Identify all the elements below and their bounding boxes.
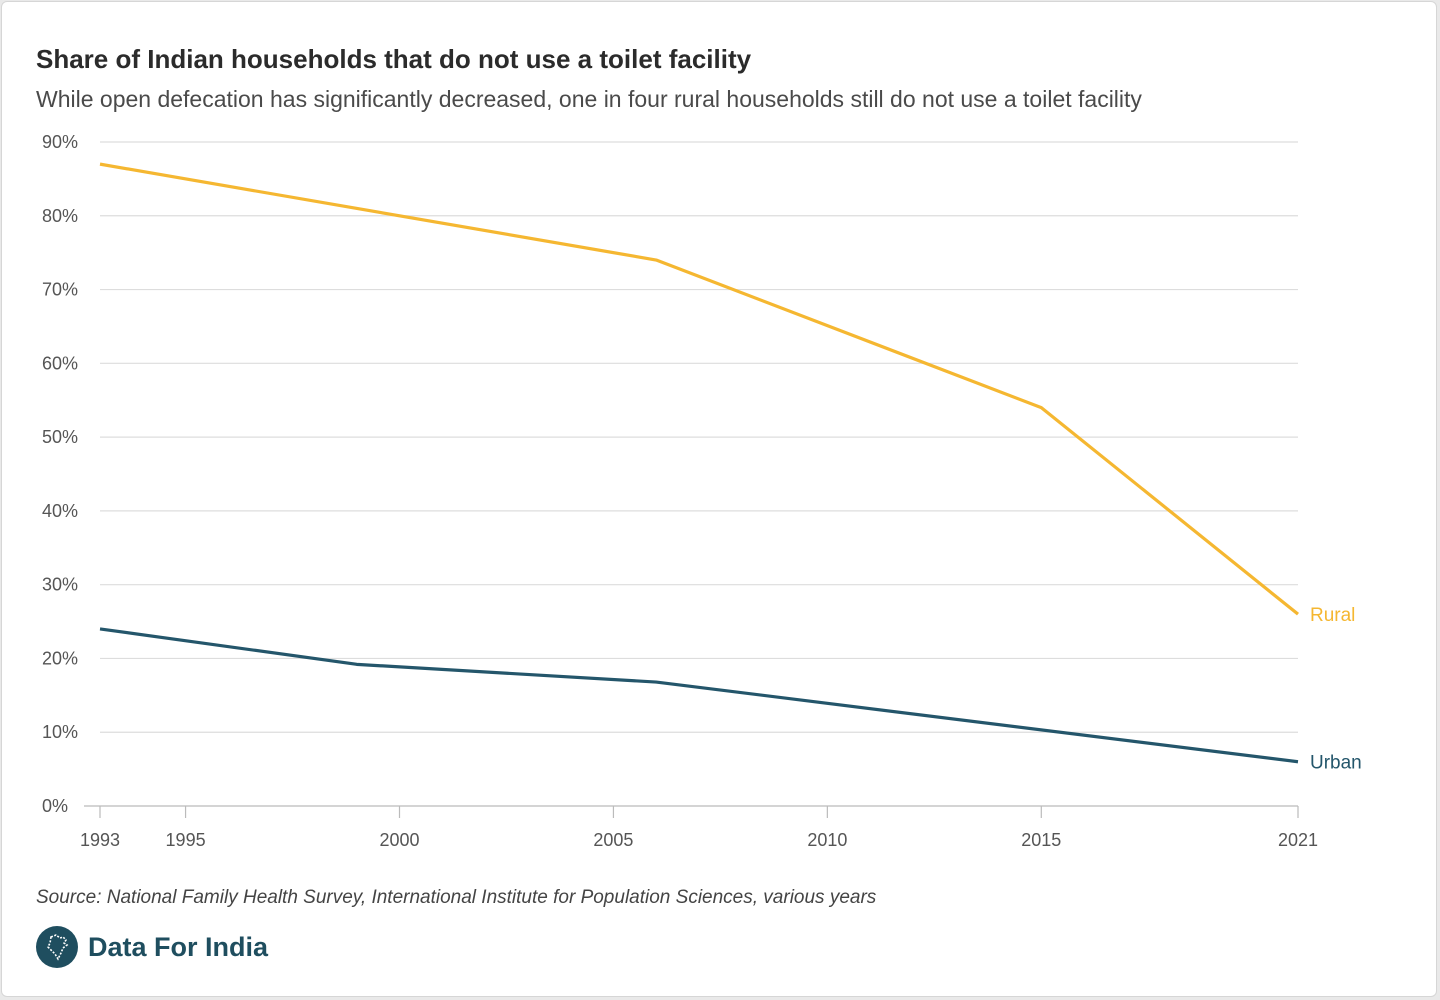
x-tick-label: 2000 — [379, 830, 419, 850]
x-tick-label: 2021 — [1278, 830, 1318, 850]
x-tick-label: 2005 — [593, 830, 633, 850]
india-map-icon — [36, 926, 78, 968]
x-tick-label: 2015 — [1021, 830, 1061, 850]
series-line-urban — [99, 627, 1299, 764]
y-tick-label: 0% — [42, 796, 68, 816]
y-tick-label: 50% — [42, 427, 78, 447]
series-label-urban: Urban — [1310, 753, 1362, 774]
y-tick-label: 70% — [42, 280, 78, 300]
x-tick-label: 1993 — [80, 830, 120, 850]
chart-title: Share of Indian households that do not u… — [36, 44, 752, 74]
brand-name: Data For India — [88, 931, 269, 962]
brand[interactable]: Data For India — [36, 926, 268, 968]
x-tick-label: 2010 — [807, 830, 847, 850]
y-tick-label: 40% — [42, 501, 78, 521]
y-tick-label: 10% — [42, 722, 78, 742]
y-tick-label: 60% — [42, 353, 78, 373]
y-tick-label: 20% — [42, 648, 78, 668]
x-tick-label: 1995 — [166, 830, 206, 850]
y-tick-label: 30% — [42, 575, 78, 595]
chart-subtitle: While open defecation has significantly … — [36, 86, 1142, 112]
series-line-rural — [99, 162, 1300, 616]
y-tick-label: 90% — [42, 132, 78, 152]
line-chart: 0% 10% 20% 30% 40% 50% 60% 70% 80% 90% 1993 1995 200… — [42, 132, 1362, 850]
source-note: Source: National Family Health Survey, I… — [36, 887, 877, 908]
series-label-rural: Rural — [1310, 605, 1355, 626]
y-tick-label: 80% — [42, 206, 78, 226]
